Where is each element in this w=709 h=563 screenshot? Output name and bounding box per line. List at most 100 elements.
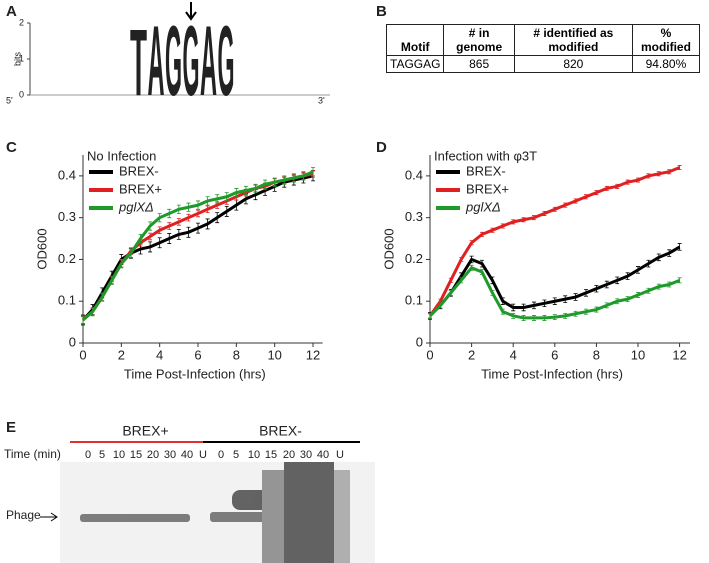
error-bar	[677, 243, 682, 251]
x-tick-label: 10	[631, 347, 645, 362]
lane-label: 10	[248, 449, 260, 461]
lane-label: U	[336, 449, 344, 461]
logo-letter: G	[218, 6, 235, 117]
x-tick-label: 12	[306, 347, 320, 362]
lane-label: 15	[265, 449, 277, 461]
header-cell: # identified as modified	[513, 24, 633, 56]
lane-label: 15	[130, 449, 142, 461]
gel-group-label: BREX-	[259, 423, 302, 439]
panel-label: C	[6, 139, 17, 156]
line	[428, 245, 681, 317]
chart-title: Infection with φ3T	[434, 148, 537, 163]
lane-label: 5	[233, 449, 239, 461]
lane-label: 0	[218, 449, 224, 461]
logo-start: 5'	[6, 95, 13, 105]
line	[428, 266, 681, 320]
y-tick-label: 0	[416, 334, 423, 349]
logo-letter: A	[200, 6, 217, 117]
panel-label: B	[376, 3, 387, 20]
x-tick-label: 10	[267, 347, 281, 362]
y-tick-label: 0.3	[58, 209, 76, 224]
panel-label: D	[376, 139, 387, 156]
y-tick-label: 0	[69, 334, 76, 349]
legend-label: pglXΔ	[118, 199, 154, 214]
x-tick-label: 6	[551, 347, 558, 362]
series	[81, 170, 316, 324]
y-tick-label: 2	[19, 17, 24, 27]
panel-label: E	[6, 419, 16, 436]
y-tick-label: 0.4	[405, 167, 423, 182]
logo-letter: T	[130, 11, 147, 116]
lane-label: U	[199, 449, 207, 461]
y-tick-label: 0.2	[58, 251, 76, 266]
gel-time-label: Time (min)	[4, 447, 61, 461]
x-tick-label: 4	[156, 347, 163, 362]
y-axis-label: OD600	[34, 228, 49, 269]
logo-y-label: bits	[12, 52, 22, 67]
lane-label: 10	[113, 449, 125, 461]
legend-label: BREX-	[119, 163, 159, 178]
x-tick-label: 6	[194, 347, 201, 362]
header-cell: % modified	[631, 24, 701, 56]
cell: 865	[443, 55, 515, 73]
legend-label: BREX+	[466, 181, 509, 196]
series	[428, 264, 682, 321]
logo-letter: G	[165, 6, 182, 117]
line	[82, 172, 314, 322]
motif-table: Motif # in genome # identified as modifi…	[385, 24, 701, 73]
series	[81, 167, 316, 325]
arrow	[185, 2, 197, 21]
logo-letter: G	[183, 6, 200, 117]
legend-label: BREX-	[466, 163, 506, 178]
gel-band-label: Phage	[6, 508, 41, 522]
x-tick-label: 2	[468, 347, 475, 362]
lane-label: 0	[85, 449, 91, 461]
lane-label: 40	[181, 449, 193, 461]
lane-label: 40	[317, 449, 329, 461]
line	[428, 166, 681, 317]
lane-label: 20	[147, 449, 159, 461]
header-cell: # in genome	[443, 24, 515, 56]
chart-title: No Infection	[87, 148, 156, 163]
cell: 94.80%	[631, 55, 701, 73]
x-tick-label: 2	[118, 347, 125, 362]
error-bar	[311, 167, 316, 177]
gel-group-label: BREX+	[122, 423, 168, 439]
lane-label: 30	[164, 449, 176, 461]
y-tick-label: 0.2	[405, 251, 423, 266]
panel-label: A	[6, 3, 17, 20]
table-header: Motif # in genome # identified as modifi…	[385, 24, 701, 56]
y-tick-label: 0.3	[405, 209, 423, 224]
x-tick-label: 0	[79, 347, 86, 362]
legend-label: BREX+	[119, 181, 162, 196]
header-cell: Motif	[385, 24, 445, 56]
arrow	[40, 512, 58, 522]
table-row: TAGGAG 865 820 94.80%	[385, 55, 701, 73]
y-tick-label: 0.4	[58, 167, 76, 182]
x-tick-label: 8	[593, 347, 600, 362]
y-tick-label: 0.1	[405, 293, 423, 308]
x-tick-label: 0	[426, 347, 433, 362]
x-tick-label: 8	[233, 347, 240, 362]
legend-label: pglXΔ	[465, 199, 501, 214]
x-tick-label: 4	[510, 347, 517, 362]
x-tick-label: 12	[672, 347, 686, 362]
lane-label: 5	[99, 449, 105, 461]
y-tick-label: 0.1	[58, 293, 76, 308]
lane-label: 30	[300, 449, 312, 461]
x-axis-label: Time Post-Infection (hrs)	[124, 366, 266, 381]
series	[428, 243, 682, 320]
logo-end: 3'	[318, 95, 325, 105]
series	[81, 170, 316, 326]
gel-bands	[80, 462, 350, 563]
y-axis-label: OD600	[381, 228, 396, 269]
line	[82, 170, 314, 322]
y-tick-label: 0	[19, 89, 24, 99]
cell: 820	[513, 55, 633, 73]
logo-letter: A	[148, 6, 165, 117]
y-tick-label: 1	[19, 53, 24, 63]
series	[428, 165, 682, 319]
lane-label: 20	[283, 449, 295, 461]
